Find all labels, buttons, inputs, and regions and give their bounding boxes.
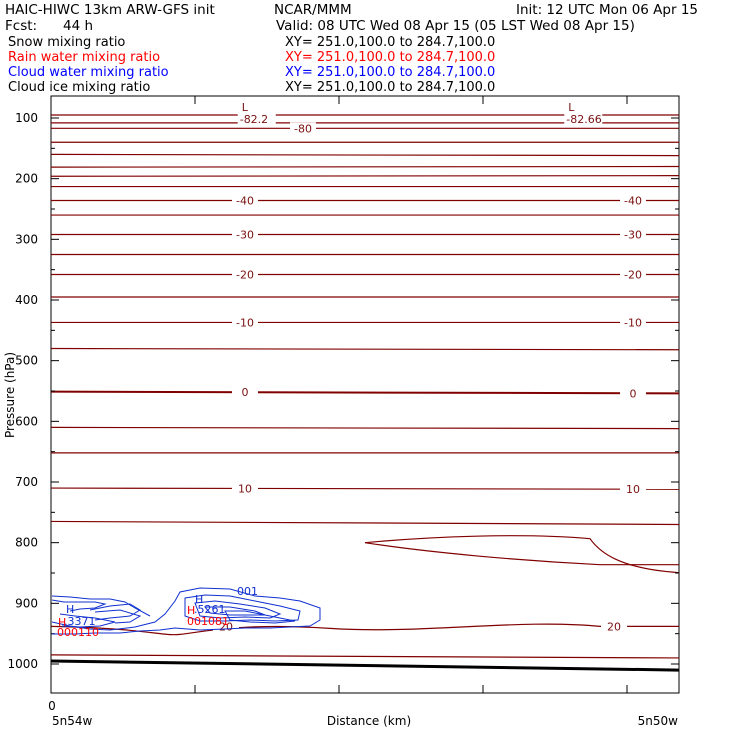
legend-item-name: Cloud ice mixing ratio	[8, 80, 150, 95]
y-tick-label: 100	[15, 111, 38, 125]
temperature-contour-labeled	[50, 623, 679, 636]
temperature-contour	[50, 654, 680, 659]
y-tick-label: 900	[15, 596, 38, 610]
low-center-marker: L	[568, 101, 575, 114]
contour-label-bg	[290, 122, 316, 135]
contour-label: -20	[624, 269, 642, 282]
y-axis-label: Pressure (hPa)	[3, 352, 17, 438]
y-tick-label: 700	[15, 475, 38, 489]
rain-max-marker-left: H	[58, 616, 66, 629]
legend-item-xy: XY= 251.0,100.0 to 284.7,100.0	[285, 65, 495, 80]
temperature-contour	[50, 165, 680, 168]
contour-label: -30	[236, 228, 254, 241]
contour-label: -40	[236, 195, 254, 208]
low-center-label-bg	[564, 113, 603, 124]
cloud-max-marker-right: H	[195, 593, 203, 606]
forecast-label: Fcst:	[5, 18, 37, 34]
title-org: NCAR/MMM	[274, 2, 352, 18]
contour-label: 0	[630, 387, 637, 400]
cloud-contour-label: 001	[237, 585, 258, 598]
legend-item-name: Rain water mixing ratio	[8, 50, 160, 65]
contour-label: -20	[236, 269, 254, 282]
x-right-label: 5n50w	[638, 714, 679, 728]
temperature-contour-labeled	[50, 390, 680, 395]
y-tick-label: 1000	[7, 657, 38, 671]
y-tick-label: 300	[15, 232, 38, 246]
temperature-contour-labeled	[50, 487, 680, 490]
contour-label: -40	[624, 195, 642, 208]
y-tick-label: 800	[15, 536, 38, 550]
y-tick-label: 500	[15, 354, 38, 368]
title-model: HAIC-HIWC 13km ARW-GFS init	[5, 2, 215, 18]
legend-item-xy: XY= 251.0,100.0 to 284.7,100.0	[285, 50, 495, 65]
y-tick-label: 200	[15, 172, 38, 186]
contour-label: -80	[294, 122, 312, 135]
init-time: Init: 12 UTC Mon 06 Apr 15	[516, 2, 698, 18]
contour-label-bg	[232, 268, 258, 281]
temperature-contour	[364, 535, 680, 574]
legend-item-name: Cloud water mixing ratio	[8, 65, 169, 80]
legend-item-xy: XY= 251.0,100.0 to 284.7,100.0	[285, 80, 495, 95]
temperature-contour	[50, 347, 680, 351]
contour-label-bg	[232, 228, 258, 241]
contour-label: 10	[238, 482, 252, 495]
cloud-water-contours: H .3371 H .5261 001	[51, 585, 321, 635]
legend-item-name: Snow mixing ratio	[8, 35, 125, 50]
y-axis: 1002003004005006007008009001000Pressure …	[3, 111, 679, 671]
plot-frame	[50, 95, 680, 694]
temperature-contour	[50, 175, 680, 177]
rain-max-value-right: 001081	[187, 615, 229, 628]
cloud-max-value-right: .5261	[194, 603, 226, 616]
y-tick-label: 600	[15, 414, 38, 428]
contour-label-bg	[620, 387, 646, 400]
low-center-value: -82.66	[566, 113, 601, 126]
valid-time: Valid: 08 UTC Wed 08 Apr 15 (05 LST Wed …	[276, 18, 635, 34]
contour-label-bg	[232, 194, 258, 207]
low-center-value: -82.2	[240, 113, 268, 126]
contour-label: -10	[624, 316, 642, 329]
rain-max-value-left: 000110	[57, 626, 99, 639]
contour-label-bg	[620, 194, 646, 207]
low-center-marker: L	[242, 101, 249, 114]
temperature-contour	[50, 153, 680, 157]
contour-label: -30	[624, 228, 642, 241]
contour-label-bg	[601, 620, 627, 633]
contour-label-bg	[620, 483, 646, 496]
contour-label-bg	[232, 316, 258, 329]
forecast-hour: 44 h	[63, 18, 93, 34]
x-left-label: 5n54w	[52, 714, 93, 728]
rain-max-marker-right: H	[187, 604, 195, 617]
cloud-max-marker-left: H	[66, 603, 74, 616]
contour-label: 10	[626, 483, 640, 496]
x-tick-label: 0	[48, 699, 56, 713]
temperature-contour	[50, 520, 680, 526]
temperature-contour	[364, 542, 679, 566]
contour-label-bg	[620, 228, 646, 241]
contour-label: -10	[236, 316, 254, 329]
contour-label: 0	[242, 386, 249, 399]
legend-item-xy: XY= 251.0,100.0 to 284.7,100.0	[285, 35, 495, 50]
low-center-label-bg	[237, 113, 276, 124]
cloud-max-value-left: .3371	[64, 615, 96, 628]
contour-label: 20	[607, 620, 621, 633]
contour-label-bg	[232, 482, 258, 495]
contour-label-bg	[232, 386, 258, 399]
x-axis-label: Distance (km)	[327, 714, 411, 728]
temperature-contour	[50, 426, 680, 430]
y-tick-label: 400	[15, 293, 38, 307]
legend: Snow mixing ratio XY= 251.0,100.0 to 284.…	[8, 35, 495, 95]
rain-water-labels: H 000110 H 001081	[57, 604, 229, 639]
contour-label: 20	[219, 620, 233, 633]
temperature-contour	[50, 659, 680, 672]
contour-label-bg	[620, 268, 646, 281]
contour-label-bg	[620, 316, 646, 329]
